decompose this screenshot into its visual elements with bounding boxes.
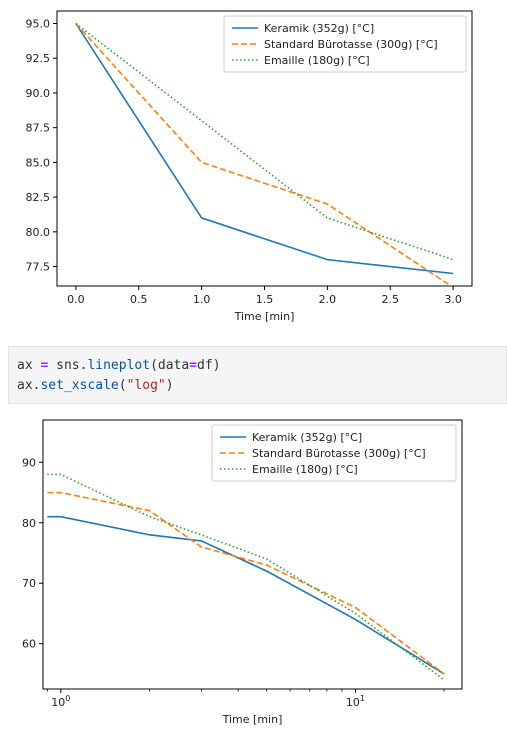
x-axis-label: Time [min] bbox=[234, 310, 295, 323]
legend-label-2: Standard Bürotasse (300g) [°C] bbox=[252, 447, 426, 460]
code-token: ax bbox=[17, 358, 33, 373]
code-token: ax bbox=[17, 378, 33, 393]
chart-log-svg: 60 70 80 90 100 101 Time [min] Keramik (352g) [… bbox=[22, 419, 463, 726]
x-tick-label: 2.0 bbox=[319, 293, 337, 306]
code-line-1: ax = sns.lineplot(data=df) bbox=[17, 356, 498, 376]
y-tick-label: 90.0 bbox=[26, 87, 51, 100]
series-line-3 bbox=[47, 473, 445, 681]
legend-box bbox=[223, 15, 467, 73]
series-line-2 bbox=[47, 491, 445, 675]
code-token: ( bbox=[118, 378, 127, 393]
x-tick-label: 3.0 bbox=[444, 293, 462, 306]
code-token: . bbox=[32, 378, 41, 393]
y-tick-label: 95.0 bbox=[26, 18, 51, 31]
y-tick-label: 85.0 bbox=[26, 156, 51, 169]
y-tick-label: 80 bbox=[22, 517, 36, 530]
code-token: ( bbox=[150, 358, 158, 373]
x-tick-label: 0.5 bbox=[130, 293, 148, 306]
y-tick-label: 92.5 bbox=[26, 52, 51, 65]
code-line-2: ax.set_xscale("log") bbox=[17, 376, 498, 396]
chart-linear-svg: 77.5 80.0 82.5 85.0 87.5 90.0 92.5 95.0 0.0 0.5 1.… bbox=[26, 10, 473, 323]
x-tick-label: 1.5 bbox=[256, 293, 274, 306]
code-token: set_xscale bbox=[40, 378, 119, 393]
chart-linear-time: 77.5 80.0 82.5 85.0 87.5 90.0 92.5 95.0 0.0 0.5 1.… bbox=[0, 0, 507, 340]
code-token: data bbox=[157, 358, 190, 373]
x-tick-label: 100 bbox=[51, 694, 70, 709]
y-tick-label: 77.5 bbox=[26, 261, 51, 274]
x-tick-label: 101 bbox=[346, 694, 365, 709]
y-tick-label: 60 bbox=[22, 638, 36, 651]
legend-label-2: Standard Bürotasse (300g) [°C] bbox=[264, 38, 438, 51]
code-token: = bbox=[40, 358, 49, 373]
y-tick-label: 70 bbox=[22, 577, 36, 590]
series-line-1 bbox=[75, 23, 454, 275]
series-line-2 bbox=[75, 22, 453, 286]
code-token: ) bbox=[212, 358, 221, 373]
x-tick-label: 1.0 bbox=[193, 293, 211, 306]
legend-label-3: Emaille (180g) [°C] bbox=[264, 54, 370, 67]
y-tick-label: 80.0 bbox=[26, 226, 51, 239]
code-token: ) bbox=[165, 378, 174, 393]
code-token: df bbox=[197, 358, 213, 373]
plot-frame bbox=[42, 419, 463, 690]
x-tick-label: 0.0 bbox=[67, 293, 85, 306]
chart-log-time: 60 70 80 90 100 101 Time [min] Keramik (352g) [… bbox=[0, 408, 507, 747]
x-tick-label: 2.5 bbox=[382, 293, 400, 306]
y-tick-label: 82.5 bbox=[26, 191, 51, 204]
code-token: . bbox=[79, 358, 88, 373]
legend-label-1: Keramik (352g) [°C] bbox=[252, 431, 362, 444]
y-tick-label: 87.5 bbox=[26, 122, 51, 135]
legend-label-1: Keramik (352g) [°C] bbox=[264, 22, 374, 35]
series-line-3 bbox=[75, 22, 454, 261]
x-axis-label: Time [min] bbox=[222, 713, 283, 726]
legend-box bbox=[211, 424, 457, 482]
y-tick-label: 90 bbox=[22, 456, 36, 469]
code-cell[interactable]: ax = sns.lineplot(data=df) ax.set_xscale(… bbox=[8, 346, 507, 404]
code-token: = bbox=[189, 358, 198, 373]
code-token: sns bbox=[56, 358, 80, 373]
legend-label-3: Emaille (180g) [°C] bbox=[252, 463, 358, 476]
code-token: lineplot bbox=[87, 358, 151, 373]
code-token: "log" bbox=[126, 378, 166, 393]
series-line-1 bbox=[47, 515, 445, 675]
